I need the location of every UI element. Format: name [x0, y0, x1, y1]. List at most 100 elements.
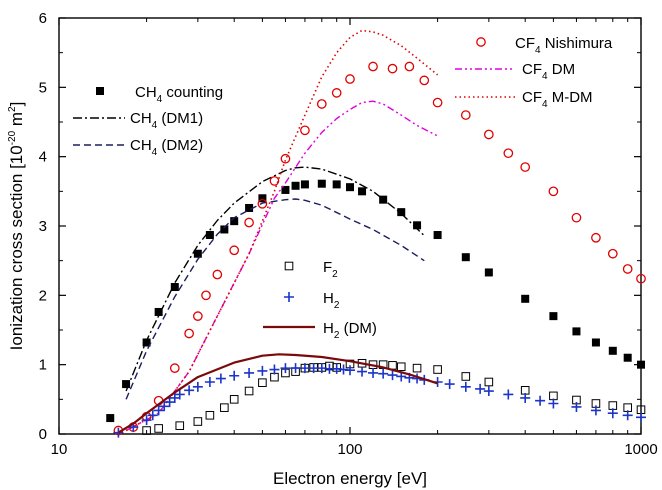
data-point-cf4_nishimura — [404, 61, 415, 72]
data-point-f2 — [484, 377, 494, 387]
legend-label-subscript: 4 — [542, 71, 548, 82]
data-point-f2 — [258, 378, 267, 387]
legend-item-ch4_dm2: CH4 (DM2) — [73, 137, 203, 158]
data-point-cf4_nishimura — [331, 88, 342, 98]
legend-label-h2_dm: H2 (DM) — [323, 320, 377, 341]
data-point-ch4_counting — [281, 185, 290, 194]
legend-label-subscript: 2 — [334, 330, 340, 341]
data-point-cf4_nishimura — [432, 97, 443, 108]
data-point-ch4_counting — [397, 208, 406, 217]
data-point-cf4_nishimura — [169, 363, 180, 373]
data-point-f2 — [193, 417, 203, 426]
data-point-ch4_counting — [484, 268, 493, 277]
y-tick-label: 2 — [39, 287, 47, 304]
data-point-cf4_nishimura — [300, 125, 310, 136]
data-point-cf4_nishimura — [201, 290, 211, 301]
data-point-h2 — [257, 365, 268, 376]
legend-label-ch4_counting: CH4 counting — [135, 84, 223, 105]
series-h2_dm — [117, 353, 438, 434]
data-point-h2 — [147, 410, 158, 421]
legend-label-ch4_dm2: CH4 (DM2) — [130, 137, 203, 158]
data-point-h2 — [345, 365, 355, 376]
data-point-ch4_counting — [433, 231, 442, 240]
data-point-ch4_counting — [300, 180, 309, 189]
legend-marker-ch4_counting — [96, 87, 104, 95]
data-point-ch4_counting — [106, 414, 115, 423]
data-point-h2 — [475, 383, 486, 394]
data-point-ch4_counting — [317, 179, 326, 188]
data-point-cf4_nishimura — [387, 63, 398, 74]
data-point-cf4_nishimura — [184, 328, 194, 339]
data-point-cf4_nishimura — [345, 74, 355, 84]
data-point-h2 — [192, 381, 203, 392]
legend-label-main: F — [323, 259, 332, 276]
legend-item-f2: F2 — [284, 259, 338, 280]
legend-item-ch4_dm1: CH4 (DM1) — [73, 110, 203, 131]
data-point-ch4_counting — [608, 346, 617, 355]
data-point-cf4_nishimura — [520, 162, 531, 172]
data-point-h2 — [174, 389, 185, 400]
legend-label-main: CF — [522, 89, 542, 106]
data-point-h2 — [244, 367, 255, 378]
data-point-cf4_nishimura — [269, 176, 280, 186]
x-axis-title: Electron energy [eV] — [273, 469, 427, 488]
y-axis-title: Ionization cross section [10-20 m2] — [7, 102, 26, 351]
legend-label-main: CH — [130, 110, 152, 127]
data-point-ch4_counting — [461, 253, 470, 262]
data-point-f2 — [154, 424, 163, 433]
series-cf4_dm — [125, 100, 438, 432]
data-point-h2 — [299, 363, 310, 374]
data-point-f2 — [205, 410, 215, 420]
y-axis-title-unit-exponent: 2 — [7, 106, 18, 112]
y-axis-title-close: ] — [7, 102, 26, 107]
legend-label-subscript: 2 — [334, 300, 340, 311]
legend-item-cf4_mdm: CF4 M-DM — [455, 89, 593, 110]
y-axis-title-unit: m — [7, 112, 26, 131]
data-point-cf4_nishimura — [548, 186, 559, 197]
legend-label-subscript: 4 — [157, 94, 163, 105]
legend-label-subscript: 4 — [535, 45, 541, 56]
data-point-cf4_nishimura — [368, 61, 378, 72]
data-point-cf4_nishimura — [483, 129, 494, 140]
data-point-f2 — [220, 403, 229, 412]
data-point-ch4_counting — [346, 183, 354, 192]
data-point-ch4_counting — [170, 283, 179, 292]
legend-item-cf4_nishimura: CF4 Nishimura — [476, 35, 613, 56]
series-ch4_counting — [106, 179, 645, 423]
legend-label-rest: (DM2) — [157, 137, 203, 154]
legend-label-rest: DM — [548, 61, 576, 78]
series-h2 — [113, 363, 646, 438]
data-point-h2 — [548, 398, 559, 409]
data-point-ch4_counting — [193, 249, 202, 258]
legend-label-main: CH — [135, 84, 157, 101]
data-point-ch4_counting — [549, 312, 558, 321]
legend-marker-cf4_nishimura — [476, 37, 486, 47]
data-point-h2 — [164, 397, 175, 408]
data-point-h2 — [520, 392, 531, 403]
data-point-ch4_counting — [230, 217, 239, 226]
legend-item-ch4_counting: CH4 counting — [96, 84, 223, 105]
data-point-h2 — [503, 389, 514, 400]
data-point-ch4_counting — [591, 338, 600, 347]
y-tick-label: 6 — [39, 10, 47, 27]
legend-label-main: H — [323, 290, 334, 307]
legend-label-h2: H2 — [323, 290, 340, 311]
y-tick-label: 1 — [39, 357, 47, 374]
data-point-h2 — [290, 363, 301, 374]
data-point-f2 — [412, 363, 422, 373]
x-tick-label: 10 — [51, 441, 68, 458]
data-point-ch4_counting — [358, 187, 367, 196]
legend-label-main: CF — [522, 61, 542, 78]
y-tick-label: 5 — [39, 79, 47, 96]
data-point-ch4_counting — [220, 225, 229, 234]
data-point-h2 — [159, 401, 170, 412]
data-point-ch4_counting — [142, 338, 151, 347]
data-point-f2 — [433, 365, 442, 374]
data-point-h2 — [483, 386, 494, 397]
data-point-cf4_nishimura — [460, 110, 471, 120]
data-point-h2 — [535, 395, 546, 406]
data-point-h2 — [204, 377, 215, 387]
data-point-ch4_counting — [291, 181, 300, 190]
data-point-ch4_counting — [154, 307, 163, 316]
series-layer — [106, 29, 646, 438]
